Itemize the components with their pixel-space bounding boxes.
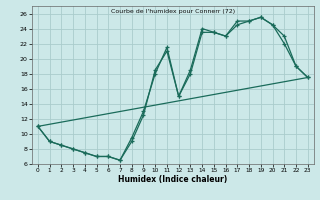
X-axis label: Humidex (Indice chaleur): Humidex (Indice chaleur) [118,175,228,184]
Text: Courbe de l'humidex pour Connerr (72): Courbe de l'humidex pour Connerr (72) [111,9,235,14]
